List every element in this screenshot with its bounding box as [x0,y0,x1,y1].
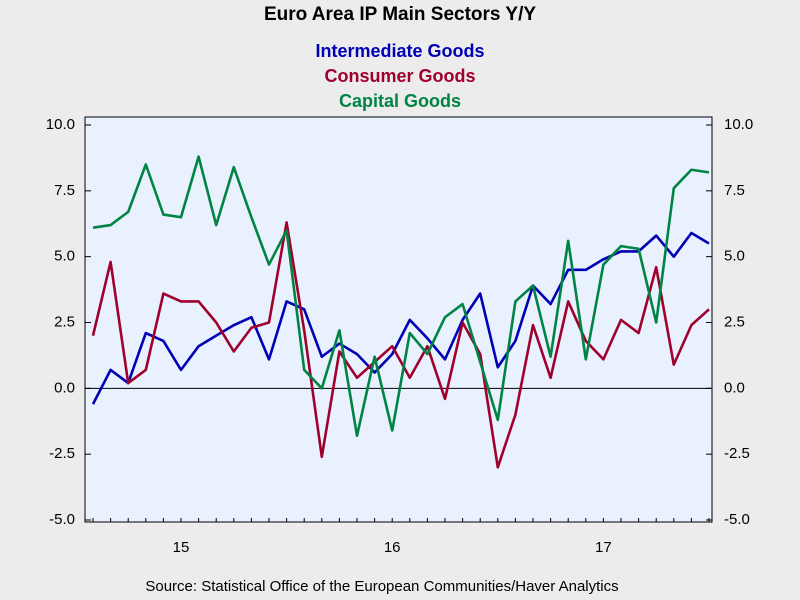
y-tick-label: 5.0 [54,248,75,265]
legend-label: Consumer Goods [324,66,475,86]
legend-label: Capital Goods [339,91,461,111]
x-tick-label: 15 [173,539,190,556]
y-tick-label: 2.5 [54,313,75,330]
line-series [91,221,710,469]
y-tick-label: 7.5 [54,182,75,199]
legend-label: Intermediate Goods [315,41,484,61]
y-tick-label: 10.0 [46,116,75,133]
x-tick-label: 17 [595,539,612,556]
y-tick-label: -5.0 [49,511,75,528]
source: Source: Statistical Office of the Europe… [145,578,618,595]
y2-tick-label: -2.5 [724,445,750,462]
chart-title: Euro Area IP Main Sectors Y/Y [264,4,536,25]
x-tick-label: 16 [384,539,401,556]
y2-tick-label: 10.0 [724,116,753,133]
y2-tick-label: -5.0 [724,511,750,528]
y2-tick-label: 7.5 [724,182,745,199]
y2-tick-label: 2.5 [724,313,745,330]
y2-tick-label: 5.0 [724,248,745,265]
y-tick-label: 0.0 [54,379,75,396]
y-tick-label: -2.5 [49,445,75,462]
line-series [91,231,710,405]
plot-area [84,116,713,523]
y2-tick-label: 0.0 [724,379,745,396]
line-series [92,155,710,438]
